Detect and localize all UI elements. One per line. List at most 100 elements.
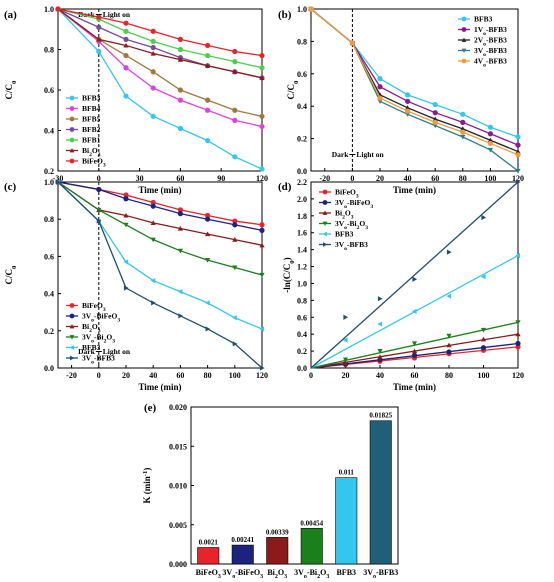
- legend-label-5: Bi2O3: [82, 146, 101, 158]
- data-point: [405, 108, 411, 114]
- text-run: O: [359, 219, 365, 228]
- data-point: [150, 113, 156, 119]
- data-point: [96, 48, 102, 55]
- text-run: Bi: [267, 568, 275, 577]
- y-tick-label: 0.0: [44, 364, 54, 373]
- x-tick-label: -30: [53, 174, 64, 183]
- text-run: 3V: [82, 312, 92, 321]
- data-point: [205, 231, 211, 237]
- text-subscript: 3: [103, 163, 106, 169]
- text-run: -BFB3: [347, 240, 368, 249]
- series-0: [55, 6, 265, 172]
- legend-label-2: 2Vo-BFB3: [474, 36, 507, 48]
- data-point: [232, 265, 238, 271]
- text-run: O: [320, 568, 326, 577]
- legend-label-0: BiFeO3: [335, 188, 359, 200]
- x-axis-label: Time (min): [393, 185, 436, 195]
- legend-label-2: Bi2O3: [335, 209, 354, 221]
- data-point: [480, 345, 487, 351]
- panel-label: (b): [278, 9, 292, 21]
- x-tick-label: -20: [319, 174, 330, 183]
- bar: [231, 544, 254, 565]
- legend-swatch-marker: [69, 313, 75, 319]
- data-point: [259, 166, 265, 172]
- y-tick-label: 0.020: [169, 403, 187, 412]
- data-point: [232, 48, 238, 55]
- x-tick-label: 40: [376, 371, 384, 380]
- text-run: BFB3: [336, 568, 356, 577]
- legend-swatch-marker: [69, 158, 75, 164]
- x-category-label: 3Vo-Bi2O3: [294, 568, 329, 580]
- text-run: BFB5: [82, 115, 101, 124]
- data-point: [259, 365, 265, 371]
- text-run: -BFB3: [486, 25, 507, 34]
- x-tick-label: 80: [459, 174, 467, 183]
- plot-frame: [190, 406, 399, 565]
- data-point: [232, 315, 237, 321]
- x-tick-label: 0: [97, 174, 101, 183]
- legend-swatch-marker: [322, 231, 327, 237]
- text-run: BFB3: [335, 230, 354, 239]
- dark-annotation: Dark: [332, 150, 349, 159]
- data-point: [150, 44, 156, 51]
- text-subscript: 3: [260, 574, 263, 580]
- legend-swatch-marker: [69, 106, 75, 111]
- x-tick-label: -20: [66, 371, 77, 380]
- legend-label-1: 1Vo-BFB3: [474, 25, 507, 37]
- data-point: [411, 348, 418, 354]
- data-point: [232, 117, 238, 123]
- text-subscript: o: [91, 318, 94, 324]
- data-point: [432, 123, 438, 129]
- data-point: [205, 97, 211, 103]
- data-point: [480, 327, 487, 333]
- data-point: [259, 65, 265, 71]
- data-point: [178, 313, 183, 319]
- legend-swatch-marker: [322, 210, 328, 215]
- data-point: [515, 142, 521, 148]
- text-subscript: 3: [365, 225, 368, 231]
- data-point: [177, 57, 183, 62]
- series-line: [57, 8, 263, 128]
- y-tick-label: 1.2: [297, 263, 307, 272]
- text-subscript: o: [304, 574, 307, 580]
- x-tick-label: 80: [445, 371, 453, 380]
- text-run: 4V: [474, 57, 484, 66]
- x-tick-label: 60: [176, 371, 184, 380]
- text-run: BFB2: [82, 125, 101, 134]
- data-point: [515, 252, 521, 259]
- data-point: [446, 333, 452, 339]
- panel-b: -20 0 20 40 60 80 100 120 0.0 0.2 0.4 0.6 0.8 1.0 Time…: [278, 5, 524, 195]
- data-point: [123, 20, 129, 26]
- y-tick-label: 2.2: [297, 178, 307, 187]
- legend-swatch-marker: [69, 116, 75, 122]
- data-point: [205, 212, 211, 219]
- legend-swatch-marker: [69, 127, 75, 132]
- x-tick-label: 80: [204, 371, 212, 380]
- y-tick-label: 1.0: [44, 5, 54, 14]
- bar: [300, 528, 323, 565]
- text-subscript: 2: [275, 574, 278, 580]
- x-tick-label: 40: [149, 371, 157, 380]
- y-axis-label-end: ): [282, 257, 292, 260]
- y-tick-label: 0.4: [44, 290, 54, 299]
- legend-swatch-marker: [69, 95, 75, 101]
- y-axis-label-main: K (min: [142, 476, 152, 503]
- text-subscript: 3: [351, 215, 354, 221]
- text-subscript: 3: [117, 318, 120, 324]
- text-subscript: 3: [356, 194, 359, 200]
- text-run: Bi: [335, 209, 342, 218]
- legend-swatch-marker: [461, 58, 467, 64]
- bar-value-label: 0.00241: [231, 536, 254, 544]
- data-point: [515, 168, 521, 174]
- text-run: 3V: [335, 240, 345, 249]
- text-run: O: [106, 333, 112, 342]
- x-tick-label: 120: [256, 371, 268, 380]
- bar-value-label: 0.011: [339, 469, 355, 477]
- y-axis-label: C/C0: [4, 80, 18, 100]
- data-point: [487, 124, 493, 130]
- legend-swatch-marker: [69, 335, 75, 340]
- text-run: -BFB3: [376, 568, 398, 577]
- legend-label-2: BFB5: [82, 115, 101, 124]
- text-run: -BFB3: [486, 36, 507, 45]
